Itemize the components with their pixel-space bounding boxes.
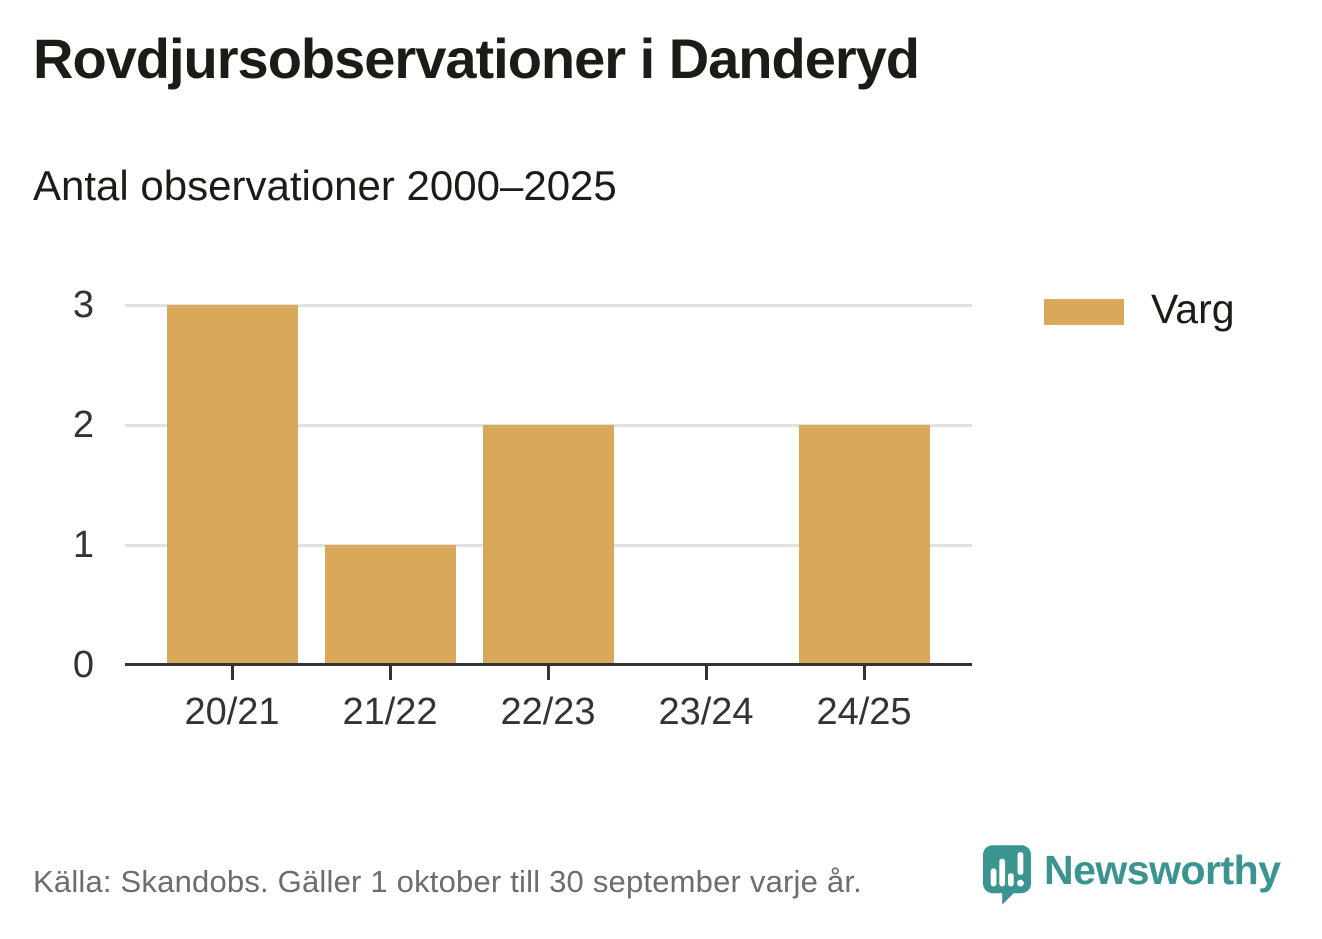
bar-20/21	[166, 305, 298, 665]
x-tick-20/21	[230, 665, 234, 680]
newsworthy-wordmark: Newsworthy	[1044, 846, 1281, 893]
bar-21/22	[324, 545, 456, 665]
source-note: Källa: Skandobs. Gäller 1 oktober till 3…	[33, 864, 862, 899]
x-tick-21/22	[388, 665, 392, 680]
x-tick-24/25	[862, 665, 866, 680]
x-axis-label-24/25: 24/25	[816, 691, 912, 733]
x-axis-label-23/24: 23/24	[658, 691, 754, 733]
bar-22/23	[482, 425, 614, 665]
x-axis-label-20/21: 20/21	[184, 691, 280, 733]
y-axis-label-0: 0	[72, 644, 94, 686]
chart-title: Rovdjursobservationer i Danderyd	[33, 27, 920, 90]
x-axis-label-22/23: 22/23	[500, 691, 596, 733]
newsworthy-brand[interactable]: Newsworthy	[983, 845, 1281, 905]
chart-subtitle: Antal observationer 2000–2025	[33, 162, 617, 209]
legend: Varg	[1044, 286, 1235, 332]
legend-label: Varg	[1151, 286, 1235, 332]
gridline-y3	[125, 303, 972, 307]
x-axis-label-21/22: 21/22	[342, 691, 438, 733]
legend-swatch-varg	[1044, 299, 1124, 325]
plot-area: 0 1 2 3 20/21 21/22 22/23 23/24 24/25	[73, 284, 972, 733]
x-axis-line	[125, 662, 972, 666]
x-tick-23/24	[704, 665, 708, 680]
bar-24/25	[798, 425, 930, 665]
x-tick-22/23	[546, 665, 550, 680]
y-axis-label-2: 2	[72, 404, 94, 446]
newsworthy-logo-icon	[983, 845, 1031, 905]
y-axis-label-1: 1	[72, 524, 94, 566]
y-axis-label-3: 3	[72, 284, 94, 326]
